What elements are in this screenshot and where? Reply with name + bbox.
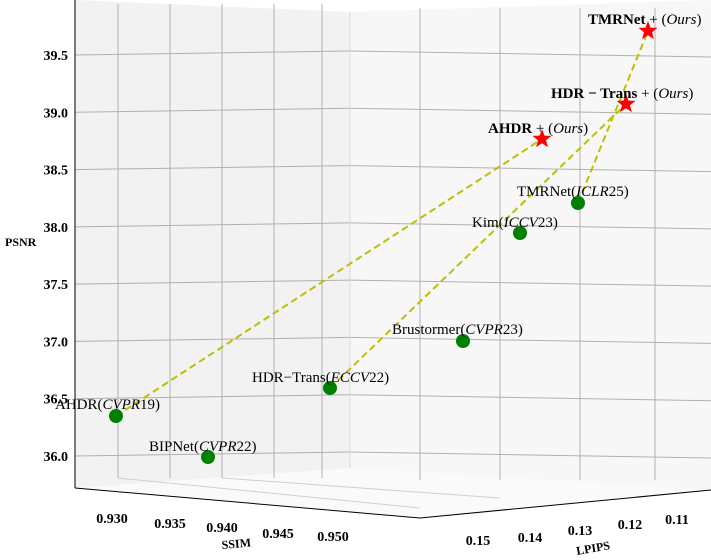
label-ahdr-plus: AHDR + (Ours) bbox=[488, 121, 588, 137]
z-tick-label: 39.5 bbox=[44, 49, 69, 64]
point-kim bbox=[513, 226, 527, 240]
x-tick-label: 0.940 bbox=[206, 521, 238, 536]
axis-lines bbox=[74, 0, 711, 519]
grid-line-left bbox=[74, 222, 351, 228]
grid-line-right bbox=[349, 336, 711, 344]
label-tmrnet: TMRNet(ICLR25) bbox=[517, 184, 629, 200]
grid-line-left bbox=[74, 165, 351, 171]
z-tick-label: 37.5 bbox=[44, 278, 69, 293]
x-axis-label: SSIM bbox=[221, 535, 251, 552]
label-brustormer: Brustormer(CVPR23) bbox=[392, 322, 523, 338]
point-brustormer bbox=[456, 334, 470, 348]
grid-line-floor bbox=[221, 477, 501, 499]
grid-line-left bbox=[74, 50, 351, 56]
x-axis-line bbox=[74, 487, 421, 519]
z-tick-label: 37.0 bbox=[44, 335, 69, 350]
z-tick-label: 39.0 bbox=[44, 106, 69, 121]
link-ahdr bbox=[115, 138, 543, 417]
y-axis-label: LPIPS bbox=[575, 538, 611, 558]
label-kim: Kim(ICCV23) bbox=[472, 215, 558, 231]
grid-line-left bbox=[74, 394, 351, 400]
point-tmrnet bbox=[571, 196, 585, 210]
improvement-links bbox=[115, 30, 649, 417]
label-ahdr: AHDR(CVPR19) bbox=[55, 397, 160, 413]
label-tmrnet-plus: TMRNet + (Ours) bbox=[588, 12, 701, 28]
back-right-pane bbox=[350, 0, 711, 490]
grid-line-left bbox=[74, 336, 351, 342]
grid-line-floor bbox=[117, 477, 421, 509]
point-labels: AHDR(CVPR19) BIPNet(CVPR22) HDR−Trans(ECCV… bbox=[55, 12, 701, 455]
x-tick-label: 0.945 bbox=[262, 527, 294, 542]
y-axis-line bbox=[419, 489, 711, 519]
x-tick-label: 0.950 bbox=[317, 530, 349, 545]
y-tick-label: 0.13 bbox=[568, 524, 593, 539]
grid-line-right bbox=[349, 107, 711, 115]
label-hdrtrans-plus: HDR − Trans + (Ours) bbox=[551, 86, 693, 102]
grid-line-right bbox=[349, 222, 711, 230]
grid-line-left bbox=[74, 279, 351, 285]
label-bipnet: BIPNet(CVPR22) bbox=[149, 439, 257, 455]
y-tick-label: 0.11 bbox=[665, 513, 689, 528]
point-ahdr bbox=[109, 409, 123, 423]
label-hdrtrans: HDR−Trans(ECCV22) bbox=[252, 370, 389, 386]
z-axis-label: PSNR bbox=[5, 235, 37, 249]
y-tick-label: 0.12 bbox=[618, 518, 643, 533]
x-tick-label: 0.935 bbox=[154, 517, 186, 532]
axes-panes bbox=[75, 0, 711, 518]
grid-line-right bbox=[349, 394, 711, 402]
grid-line-right bbox=[349, 50, 711, 58]
tick-labels: 36.0 36.5 37.0 37.5 38.0 38.5 39.0 39.5 0.930 0.9… bbox=[44, 49, 689, 549]
floor-pane bbox=[75, 468, 711, 518]
grid-line-left bbox=[74, 107, 351, 113]
x-tick-label: 0.930 bbox=[96, 512, 128, 527]
y-tick-label: 0.15 bbox=[466, 534, 491, 549]
grid-line-right bbox=[349, 451, 711, 459]
point-hdrtrans-plus bbox=[616, 94, 636, 113]
z-tick-label: 38.0 bbox=[44, 221, 69, 236]
axis-labels: PSNR SSIM LPIPS bbox=[5, 235, 611, 558]
link-hdrtrans bbox=[329, 103, 627, 389]
back-left-pane bbox=[75, 0, 350, 488]
z-tick-label: 36.0 bbox=[44, 450, 69, 465]
point-tmrnet-plus bbox=[638, 21, 658, 40]
data-points bbox=[109, 21, 658, 464]
grid-lines bbox=[74, 4, 711, 509]
z-tick-label: 38.5 bbox=[44, 164, 69, 179]
link-tmrnet bbox=[577, 30, 649, 204]
grid-line-right bbox=[349, 165, 711, 173]
y-tick-label: 0.14 bbox=[518, 531, 543, 546]
grid-line-right bbox=[349, 279, 711, 287]
point-ahdr-plus bbox=[532, 129, 552, 148]
point-bipnet bbox=[201, 450, 215, 464]
point-hdrtrans bbox=[323, 381, 337, 395]
z-tick-label: 36.5 bbox=[44, 393, 69, 408]
